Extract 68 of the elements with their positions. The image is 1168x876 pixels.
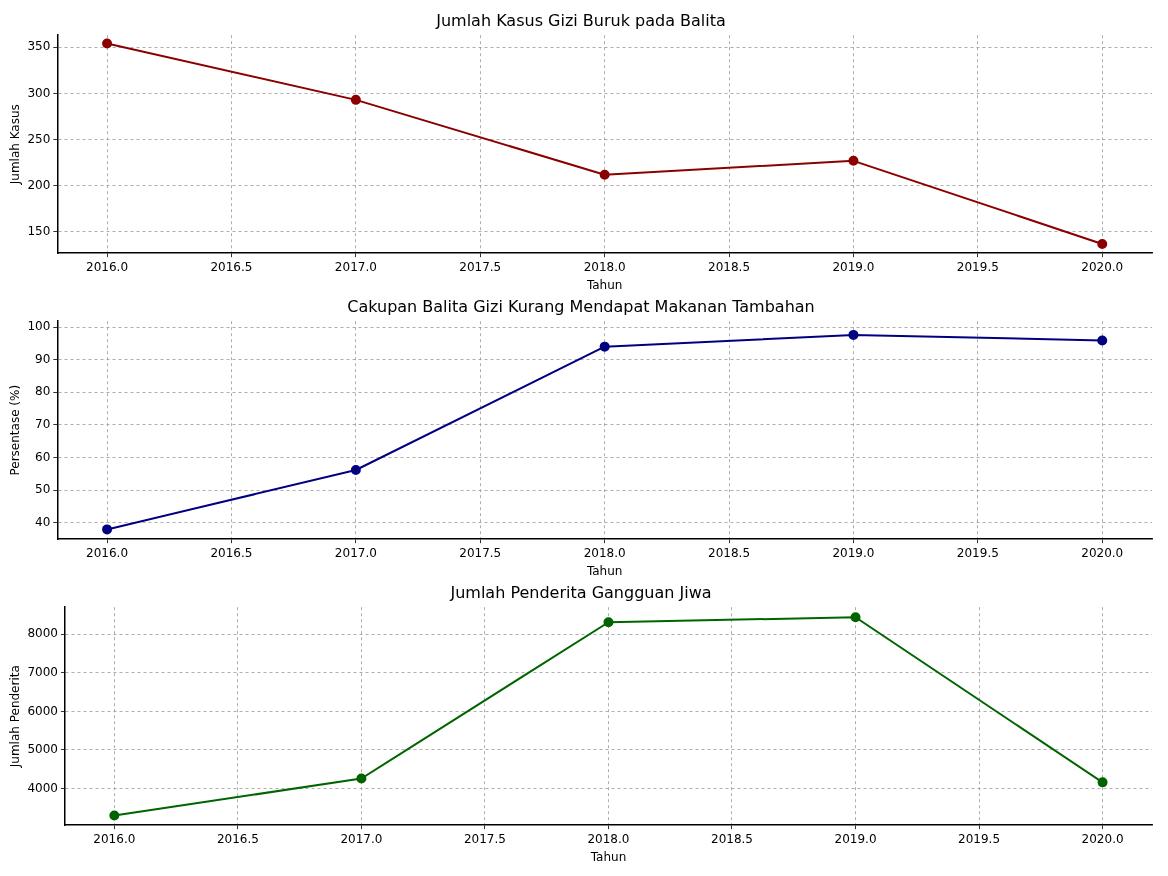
x-tick-label: 2017.5 <box>459 545 502 560</box>
point <box>350 465 361 476</box>
y-tick-label: 90 <box>35 351 51 366</box>
point <box>1097 777 1108 788</box>
point <box>356 773 367 784</box>
chart-title: Jumlah Kasus Gizi Buruk pada Balita <box>435 10 726 30</box>
x-tick-label: 2020.0 <box>1081 259 1124 274</box>
point <box>848 155 859 166</box>
x-tick-label: 2020.0 <box>1081 831 1124 846</box>
x-tick-label: 2016.0 <box>86 259 129 274</box>
x-tick-label: 2019.5 <box>958 831 1001 846</box>
x-tick-label: 2018.5 <box>708 259 751 274</box>
x-tick-label: 2018.0 <box>583 259 626 274</box>
y-tick-label: 4000 <box>27 780 58 795</box>
x-tick-label: 2019.5 <box>956 259 999 274</box>
x-tick-label: 2018.0 <box>583 545 626 560</box>
y-tick-label: 150 <box>27 224 51 239</box>
point <box>599 341 610 352</box>
y-tick-label: 100 <box>27 319 51 334</box>
x-tick-label: 2016.5 <box>210 545 253 560</box>
x-tick-label: 2020.0 <box>1081 545 1124 560</box>
x-axis-title: Tahun <box>585 277 623 292</box>
x-tick-label: 2017.0 <box>340 831 383 846</box>
y-tick-label: 7000 <box>27 664 58 679</box>
x-axis-title: Tahun <box>589 849 627 864</box>
point <box>102 38 113 49</box>
x-tick-label: 2018.5 <box>711 831 753 846</box>
x-tick-label: 2019.0 <box>832 259 875 274</box>
point <box>599 169 610 180</box>
x-tick-label: 2018.5 <box>708 545 751 560</box>
y-tick-label: 300 <box>27 85 51 100</box>
y-tick-label: 60 <box>35 449 51 464</box>
x-tick-label: 2019.0 <box>834 831 877 846</box>
y-tick-label: 40 <box>35 515 51 530</box>
y-tick-label: 80 <box>35 384 51 399</box>
point <box>850 612 861 623</box>
x-tick-label: 2019.5 <box>956 545 999 560</box>
x-axis-title: Tahun <box>585 563 623 578</box>
x-tick-label: 2017.0 <box>334 545 377 560</box>
point <box>848 329 859 340</box>
point <box>109 810 120 821</box>
x-tick-label: 2017.5 <box>459 259 502 274</box>
y-tick-label: 200 <box>27 177 51 192</box>
x-tick-label: 2019.0 <box>832 545 875 560</box>
y-axis-title: Jumlah Kasus <box>8 104 23 186</box>
y-tick-label: 5000 <box>27 742 58 757</box>
chart-title: Jumlah Penderita Gangguan Jiwa <box>449 582 712 602</box>
y-axis-title: Persentase (%) <box>8 384 23 476</box>
y-tick-label: 70 <box>35 417 51 432</box>
x-tick-label: 2018.0 <box>587 831 630 846</box>
x-tick-label: 2016.5 <box>210 259 253 274</box>
point <box>102 524 113 535</box>
point <box>1097 238 1108 249</box>
y-tick-label: 250 <box>27 131 51 146</box>
x-tick-label: 2017.0 <box>334 259 377 274</box>
x-tick-label: 2017.5 <box>463 831 506 846</box>
y-tick-label: 6000 <box>27 703 58 718</box>
x-tick-label: 2016.5 <box>216 831 259 846</box>
y-tick-label: 50 <box>35 482 51 497</box>
y-tick-label: 350 <box>27 39 51 54</box>
point <box>1097 335 1108 346</box>
x-tick-label: 2016.0 <box>86 545 129 560</box>
point <box>603 617 614 628</box>
chart-title: Cakupan Balita Gizi Kurang Mendapat Makanan Tambahan <box>347 296 815 316</box>
y-tick-label: 8000 <box>27 626 58 641</box>
point <box>350 94 361 105</box>
y-axis-title: Jumlah Penderita <box>8 665 23 769</box>
x-tick-label: 2016.0 <box>93 831 136 846</box>
